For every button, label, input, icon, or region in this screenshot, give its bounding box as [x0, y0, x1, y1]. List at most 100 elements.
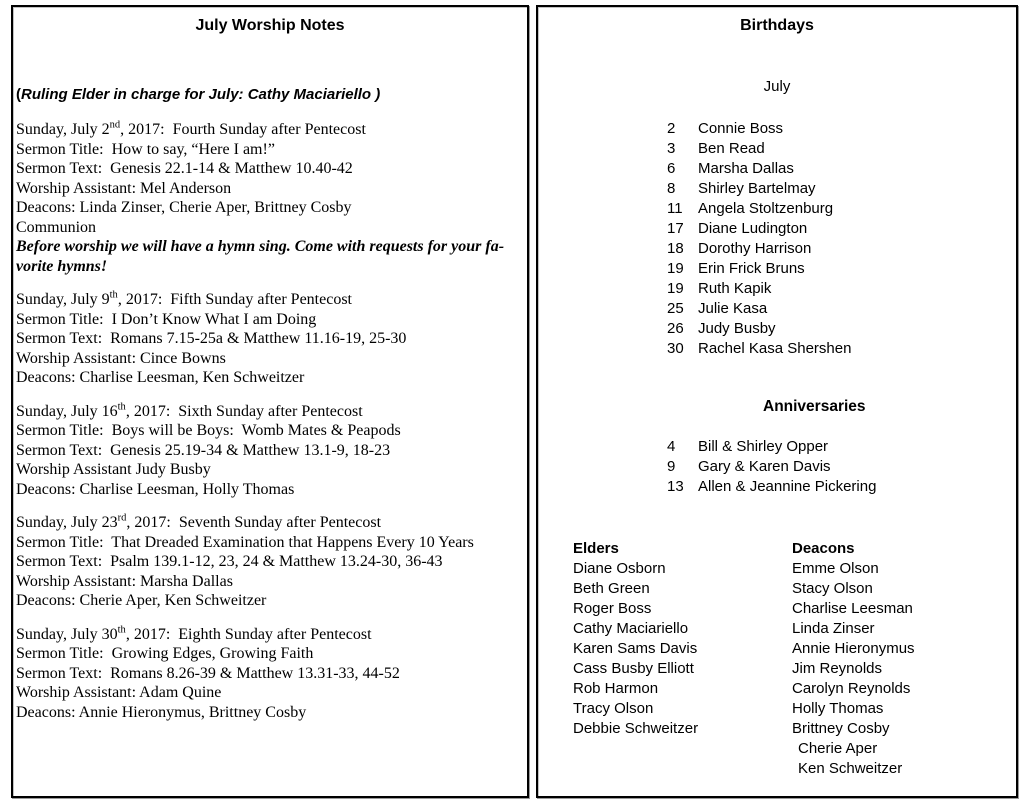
worship-notes-title: July Worship Notes	[195, 17, 345, 34]
service-date-line: Sunday, July 2nd, 2017: Fourth Sunday af…	[16, 120, 519, 140]
birthday-day: 3	[667, 140, 676, 157]
deacons-column: Deacons Emme Olson Stacy Olson Charlise …	[792, 539, 915, 779]
anniversaries-title: Anniversaries	[763, 398, 866, 415]
birthday-row: 2 Connie Boss	[538, 119, 1016, 139]
birthday-name: Erin Frick Bruns	[698, 260, 805, 277]
birthday-day: 17	[667, 220, 684, 237]
anniversary-row: 13 Allen & Jeannine Pickering	[538, 477, 1016, 497]
date-text: Sunday, July 2	[16, 121, 110, 138]
birthday-row: 11 Angela Stoltzenburg	[538, 199, 1016, 219]
birthday-list: 2 Connie Boss 3 Ben Read 6 Marsha Dallas 8 S…	[538, 119, 1016, 359]
elder-name: Diane Osborn	[573, 560, 666, 577]
sermon-text-line: Sermon Text: Romans 8.26-39 & Matthew 13…	[16, 664, 400, 682]
sermon-text-line: Sermon Text: Romans 7.15-25a & Matthew 1…	[16, 330, 407, 347]
birthday-day: 8	[667, 180, 676, 197]
date-ordinal: th	[109, 289, 118, 301]
birthday-name: Angela Stoltzenburg	[698, 200, 834, 217]
service-block-july-30: Sunday, July 30th, 2017: Eighth Sunday a…	[16, 624, 519, 723]
birthday-row: 3 Ben Read	[538, 139, 1016, 159]
sermon-text-line: Sermon Text: Genesis 22.1-14 & Matthew 1…	[16, 160, 353, 177]
date-ordinal: rd	[117, 512, 127, 524]
birthday-day: 2	[667, 120, 676, 137]
birthday-day: 26	[667, 320, 684, 337]
deacon-name: Annie Hieronymus	[792, 640, 915, 657]
birthday-day: 19	[667, 280, 684, 297]
worship-assistant-line: Worship Assistant: Cince Bowns	[16, 349, 226, 367]
elder-name: Cathy Maciariello	[573, 620, 689, 637]
birthday-name: Judy Busby	[698, 320, 776, 337]
birthday-day: 30	[667, 340, 684, 357]
date-ordinal: th	[117, 624, 126, 636]
ruling-elder-text: Ruling Elder in charge for July: Cathy M…	[21, 86, 381, 103]
service-block-july-2: Sunday, July 2nd, 2017: Fourth Sunday af…	[16, 120, 519, 276]
sermon-title-line: Sermon Title: I Don’t Know What I am Doi…	[16, 310, 317, 328]
birthday-row: 19 Ruth Kapik	[538, 279, 1016, 299]
deacons-title: Deacons	[792, 540, 855, 557]
birthday-day: 19	[667, 260, 684, 277]
deacons-line: Deacons: Cherie Aper, Ken Schweitzer	[16, 592, 267, 609]
birthday-name: Connie Boss	[698, 120, 784, 137]
birthday-name: Rachel Kasa Shershen	[698, 340, 852, 357]
elder-name: Karen Sams Davis	[573, 640, 698, 657]
birthday-day: 6	[667, 160, 676, 177]
service-list: Sunday, July 2nd, 2017: Fourth Sunday af…	[13, 120, 527, 722]
anniversary-row: 4 Bill & Shirley Opper	[538, 437, 1016, 457]
deacons-line: Deacons: Linda Zinser, Cherie Aper, Brit…	[16, 199, 352, 216]
ruling-elder-open-paren: (	[16, 86, 21, 103]
sermon-title-line: Sermon Title: Growing Edges, Growing Fai…	[16, 645, 314, 662]
birthday-name: Diane Ludington	[698, 220, 808, 237]
deacon-name: Carolyn Reynolds	[792, 680, 911, 697]
sermon-text-line: Sermon Text: Psalm 139.1-12, 23, 24 & Ma…	[16, 553, 443, 570]
hymn-sing-note: Before worship we will have a hymn sing.…	[16, 238, 505, 275]
birthdays-title: Birthdays	[740, 17, 814, 34]
birthday-row: 30 Rachel Kasa Shershen	[538, 339, 1016, 359]
birthday-day: 11	[667, 200, 683, 217]
anniversary-name: Gary & Karen Davis	[698, 458, 831, 475]
anniversary-name: Allen & Jeannine Pickering	[698, 478, 877, 495]
birthday-day: 18	[667, 240, 684, 257]
elder-name: Debbie Schweitzer	[573, 720, 699, 737]
sermon-text-line: Sermon Text: Genesis 25.19-34 & Matthew …	[16, 441, 391, 459]
birthday-name: Dorothy Harrison	[698, 240, 812, 257]
elder-name: Beth Green	[573, 580, 650, 597]
deacons-line: Deacons: Annie Hieronymus, Brittney Cosb…	[16, 703, 307, 721]
date-suffix: , 2017: Eighth Sunday after Pentecost	[125, 625, 372, 643]
birthday-name: Marsha Dallas	[698, 160, 794, 177]
anniversary-row: 9 Gary & Karen Davis	[538, 457, 1016, 477]
service-date-line: Sunday, July 30th, 2017: Eighth Sunday a…	[16, 624, 519, 645]
service-date-line: Sunday, July 23rd, 2017: Seventh Sunday …	[16, 513, 519, 533]
deacon-name: Emme Olson	[792, 560, 879, 577]
date-text: Sunday, July 23	[16, 514, 118, 531]
worship-notes-panel: July Worship Notes (Ruling Elder in char…	[11, 5, 529, 798]
worship-assistant-line: Worship Assistant: Mel Anderson	[16, 179, 232, 197]
date-ordinal: th	[117, 401, 126, 413]
worship-assistant-line: Worship Assistant Judy Busby	[16, 461, 211, 478]
birthday-row: 6 Marsha Dallas	[538, 159, 1016, 179]
elder-name: Tracy Olson	[573, 700, 654, 717]
deacon-name: Holly Thomas	[792, 700, 884, 717]
deacon-name: Jim Reynolds	[792, 660, 883, 677]
service-date-line: Sunday, July 9th, 2017: Fifth Sunday aft…	[16, 290, 519, 310]
service-date-line: Sunday, July 16th, 2017: Sixth Sunday af…	[16, 401, 519, 422]
birthday-row: 25 Julie Kasa	[538, 299, 1016, 319]
anniversary-day: 9	[667, 458, 676, 475]
elder-name: Rob Harmon	[573, 680, 659, 697]
birthday-row: 8 Shirley Bartelmay	[538, 179, 1016, 199]
date-suffix: , 2017: Fourth Sunday after Pentecost	[120, 121, 366, 138]
deacon-name: Ken Schweitzer	[798, 760, 903, 777]
ruling-elder-note: (Ruling Elder in charge for July: Cathy …	[13, 85, 527, 105]
elder-name: Roger Boss	[573, 600, 652, 617]
deacon-name: Linda Zinser	[792, 620, 875, 637]
deacon-name: Stacy Olson	[792, 580, 873, 597]
worship-assistant-line: Worship Assistant: Adam Quine	[16, 684, 222, 701]
month-label: July	[763, 78, 791, 95]
sermon-title-line: Sermon Title: Boys will be Boys: Womb Ma…	[16, 422, 401, 439]
anniversary-day: 4	[667, 438, 676, 455]
birthday-row: 17 Diane Ludington	[538, 219, 1016, 239]
date-suffix: , 2017: Seventh Sunday after Pentecost	[126, 514, 382, 531]
worship-assistant-line: Worship Assistant: Marsha Dallas	[16, 572, 233, 590]
deacon-name: Charlise Leesman	[792, 600, 913, 617]
deacons-line: Deacons: Charlise Leesman, Holly Thomas	[16, 480, 295, 498]
deacon-name: Brittney Cosby	[792, 720, 890, 737]
communion-line: Communion	[16, 218, 97, 236]
